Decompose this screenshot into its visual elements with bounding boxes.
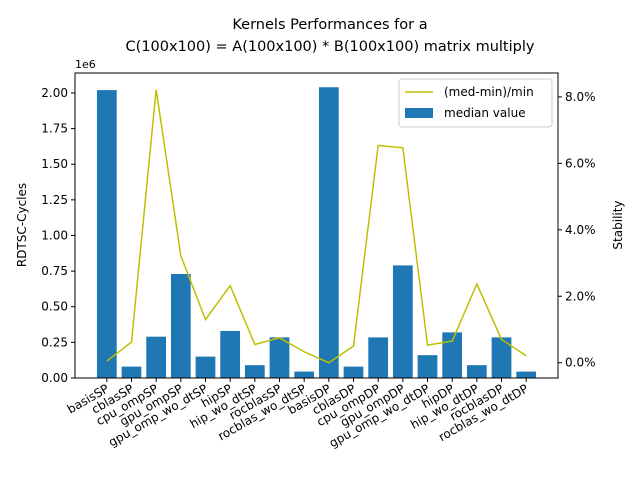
y-tick-label: 0.50 (41, 300, 68, 314)
y2-tick-label: 4.0% (565, 223, 596, 237)
bar-basisDP (318, 87, 339, 379)
bar-hip_wo_dtDP (466, 365, 487, 378)
bar-rocblasSP (269, 337, 290, 378)
bar-gpu_ompSP (170, 273, 191, 378)
bar-hip_wo_dtSP (244, 365, 265, 378)
y-tick-label: 0.75 (41, 264, 68, 278)
legend-swatch-bar (405, 108, 433, 118)
y2-tick-label: 8.0% (565, 90, 596, 104)
y-axis-left: 0.00 0.25 0.50 0.75 1.00 1.25 1.50 1.75 2.00 (41, 86, 75, 385)
bar-rocblas_wo_dtSP (294, 371, 315, 378)
bar-rocblasDP (491, 337, 512, 378)
y-tick-label: 1.25 (41, 193, 68, 207)
y2-axis-label: Stability (611, 200, 625, 249)
bar-rocblas_wo_dtDP (516, 371, 537, 378)
y-tick-label: 1.75 (41, 122, 68, 136)
line-stability (106, 89, 527, 364)
y-tick-label: 1.50 (41, 157, 68, 171)
legend-label-line: (med-min)/min (444, 85, 534, 99)
line-series (106, 89, 527, 364)
y-tick-label: 1.00 (41, 228, 68, 242)
bar-cpu_ompSP (146, 336, 167, 378)
y2-tick-label: 0.0% (565, 356, 596, 370)
bar-hipDP (442, 332, 463, 378)
legend-label-bar: median value (444, 106, 526, 120)
y2-tick-label: 6.0% (565, 156, 596, 170)
bar-hipSP (220, 330, 241, 378)
chart-title-line-1: Kernels Performances for a (232, 17, 427, 33)
legend-box (398, 78, 553, 128)
chart-title-line-2: C(100x100) = A(100x100) * B(100x100) mat… (126, 39, 535, 55)
bar-gpu_omp_wo_dtSP (195, 356, 216, 378)
x-axis: basisSPcblasSPcpu_ompSPgpu_ompSPgpu_omp_… (65, 378, 531, 450)
y-tick-label: 0.25 (41, 335, 68, 349)
y2-tick-label: 2.0% (565, 289, 596, 303)
bar-series (96, 87, 537, 379)
y-axis-label: RDTSC-Cycles (15, 183, 29, 267)
bar-gpu_omp_wo_dtDP (417, 355, 438, 378)
y-axis-multiplier: 1e6 (75, 58, 96, 71)
bar-gpu_ompDP (392, 265, 413, 378)
y-tick-label: 0.00 (41, 371, 68, 385)
bar-cblasSP (121, 366, 142, 378)
bar-cblasDP (343, 366, 364, 378)
y-axis-right: 0.0% 2.0% 4.0% 6.0% 8.0% (558, 90, 596, 370)
bar-cpu_ompDP (368, 337, 389, 378)
legend: (med-min)/min median value (398, 78, 553, 128)
bar-basisSP (96, 90, 117, 378)
y-tick-label: 2.00 (41, 86, 68, 100)
plot-frame (74, 72, 559, 379)
